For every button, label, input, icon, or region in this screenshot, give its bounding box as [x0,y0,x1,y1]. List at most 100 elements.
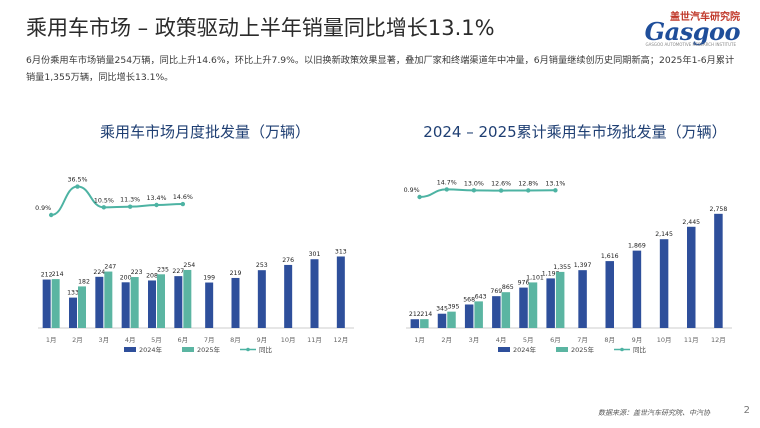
x-tick-2: 2月 [441,336,452,344]
bar-label-2024-5: 976 [518,280,530,287]
bar-2024-6 [546,278,555,328]
bar-label-2024-1: 212 [409,311,421,318]
cumulative-chart-title: 2024 – 2025累计乘用车市场批发量（万辆） [423,123,727,141]
bar-2024-5 [519,287,528,328]
x-tick-8: 8月 [604,336,615,344]
bar-label-2025-5: 1,101 [526,274,544,281]
yoy-point-6 [180,201,186,207]
bar-label-2024-9: 253 [256,262,268,269]
bar-2025-3 [474,301,483,328]
bar-label-2024-4: 769 [490,288,502,295]
bar-2024-8 [231,277,240,328]
bar-label-2024-1: 212 [41,272,53,279]
yoy-point-5 [526,188,531,193]
bar-2024-9 [632,250,642,328]
bar-2024-10 [284,264,293,328]
legend-swatch-2024 [124,347,136,352]
bar-label-2024-12: 313 [335,248,347,255]
bar-2025-4 [130,277,139,328]
bar-2025-2 [78,286,86,328]
x-tick-6: 6月 [550,336,561,344]
bar-2024-2 [437,313,447,328]
bar-label-2024-6: 1,198 [542,270,560,277]
bar-label-2025-2: 395 [448,304,460,311]
bar-2024-4 [492,296,501,328]
x-tick-1: 1月 [46,336,57,344]
yoy-label-1: 0.9% [404,187,420,194]
yoy-point-1 [417,194,422,200]
bar-2025-3 [104,271,113,328]
x-tick-10: 10月 [281,336,296,344]
x-tick-12: 12月 [333,336,348,344]
bar-label-2024-11: 301 [309,251,321,258]
legend-label-2025: 2025年 [197,345,221,354]
yoy-point-2 [75,184,80,189]
yoy-label-5: 13.4% [146,195,166,202]
bar-2024-11 [310,259,319,328]
x-tick-5: 5月 [523,336,534,344]
yoy-label-3: 10.5% [94,197,114,204]
logo-subtitle: GASGOO AUTOMOTIVE RESEARCH INSTITUTE [645,42,737,47]
bar-label-2024-10: 276 [282,257,294,264]
bar-2024-1 [42,279,51,328]
yoy-label-1: 0.9% [35,205,51,212]
yoy-label-6: 14.6% [173,194,193,201]
page-title: 乘用车市场 – 政策驱动上半年销量同比增长13.1% [26,16,495,40]
yoy-point-1 [48,212,54,218]
bar-2024-2 [69,297,77,328]
data-source-note: 数据来源：盖世汽车研究院、中汽协 [598,409,710,417]
x-tick-6: 6月 [178,336,189,344]
x-tick-8: 8月 [230,336,241,344]
legend-swatch-2025 [556,347,568,352]
bar-label-2024-2: 133 [67,290,79,297]
legend-label-yoy: 同比 [633,345,647,354]
legend-label-2024: 2024年 [139,345,163,354]
bar-label-2024-12: 2,758 [710,206,728,213]
legend-swatch-2025 [182,347,194,352]
bar-2025-1 [420,319,429,328]
yoy-label-6: 13.1% [545,180,565,187]
bar-label-2025-4: 223 [131,269,143,276]
legend-marker-yoy [620,347,624,352]
logo-top-text: 盖世汽车研究院 [670,12,740,23]
bar-label-2025-3: 643 [475,293,487,300]
yoy-label-5: 12.8% [518,180,538,187]
bar-label-2024-7: 199 [203,275,215,282]
bar-label-2025-1: 214 [420,311,432,318]
bar-2024-3 [464,304,474,328]
x-tick-2: 2月 [72,336,83,344]
x-tick-9: 9月 [257,336,268,344]
bar-label-2024-8: 1,616 [601,253,619,260]
legend-label-2025: 2025年 [571,345,595,354]
bar-2025-6 [555,271,565,328]
bar-2025-1 [51,279,60,328]
x-tick-11: 11月 [684,336,699,344]
bar-label-2024-4: 200 [120,274,132,281]
yoy-point-2 [444,187,449,192]
bar-2024-6 [174,276,183,328]
bar-2024-12 [714,213,723,328]
yoy-point-4 [498,188,504,193]
yoy-line [50,185,183,216]
bar-2025-6 [183,269,192,328]
bar-label-2025-6: 254 [183,262,195,269]
yoy-label-2: 14.7% [437,179,457,186]
bar-label-2024-7: 1,397 [574,262,592,269]
bar-2024-5 [148,280,156,328]
x-tick-11: 11月 [307,336,322,344]
yoy-point-3 [471,188,477,193]
yoy-label-4: 11.3% [120,197,140,204]
bar-2024-11 [687,226,696,328]
legend-marker-yoy [246,347,250,352]
legend-label-yoy: 同比 [259,345,273,354]
bar-label-2024-2: 345 [436,306,448,313]
bar-2024-1 [410,319,420,328]
bar-2025-4 [501,292,511,328]
x-tick-1: 1月 [414,336,425,344]
bar-2024-12 [336,256,345,328]
yoy-point-5 [154,202,159,208]
bar-label-2024-10: 2,145 [655,231,673,238]
x-tick-10: 10月 [657,336,672,344]
